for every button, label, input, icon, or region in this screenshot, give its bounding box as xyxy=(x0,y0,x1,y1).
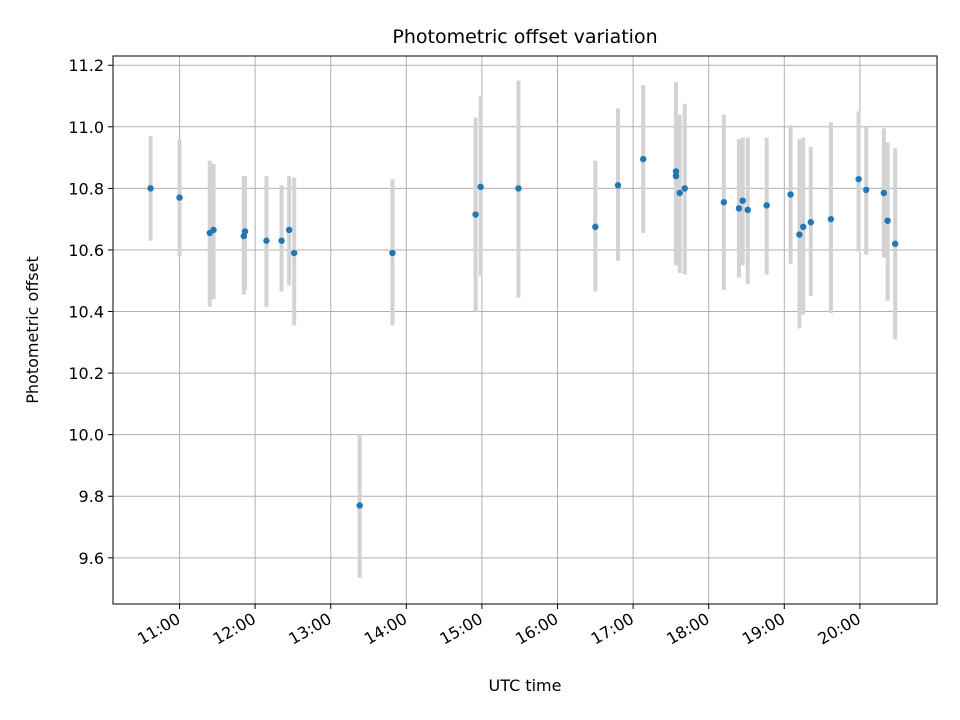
data-point xyxy=(290,249,298,257)
y-tick-label: 9.6 xyxy=(79,549,104,568)
grid xyxy=(113,56,937,604)
data-point xyxy=(763,202,770,209)
data-point xyxy=(515,185,522,192)
data-point xyxy=(735,205,743,212)
x-axis-label: UTC time xyxy=(489,676,562,695)
data-point xyxy=(477,183,484,191)
plot-frame xyxy=(112,55,938,605)
data-point xyxy=(807,219,814,226)
data-point xyxy=(147,185,154,192)
data-point xyxy=(285,226,293,234)
data-point xyxy=(592,223,599,231)
y-tick-label: 10.2 xyxy=(68,364,104,383)
y-tick-label: 11.0 xyxy=(68,118,104,137)
data-point xyxy=(672,172,680,180)
data-point xyxy=(676,189,683,197)
data-point xyxy=(672,168,680,175)
y-tick-label: 10.0 xyxy=(68,426,104,445)
data-point xyxy=(241,228,249,235)
data-point xyxy=(739,197,746,204)
data-point xyxy=(681,185,688,192)
data-point xyxy=(855,175,862,183)
data-point xyxy=(891,240,899,247)
y-axis-label: Photometric offset xyxy=(23,256,42,404)
data-point xyxy=(880,189,888,197)
data-point xyxy=(639,155,647,163)
data-point xyxy=(472,211,479,218)
y-tick-label: 10.8 xyxy=(68,179,104,198)
data-points xyxy=(147,155,899,509)
data-point xyxy=(827,215,835,223)
y-axis: 9.6 9.8 10.0 10.2 10.4 10.6 10.8 11.0 11.2 xyxy=(68,56,113,568)
data-point xyxy=(799,223,807,231)
data-point xyxy=(884,217,891,224)
data-point xyxy=(787,191,794,198)
y-tick-label: 11.2 xyxy=(68,56,104,75)
data-point xyxy=(389,249,396,257)
data-point xyxy=(744,206,751,214)
data-point xyxy=(356,502,363,509)
y-tick-label: 10.4 xyxy=(68,303,104,322)
data-point xyxy=(862,186,870,194)
data-point xyxy=(210,226,217,234)
y-tick-label: 10.6 xyxy=(68,241,104,260)
data-point xyxy=(278,237,285,244)
data-point xyxy=(614,182,622,189)
data-point xyxy=(176,194,183,201)
data-point xyxy=(263,237,270,244)
chart-title: Photometric offset variation xyxy=(392,26,657,48)
data-point xyxy=(720,199,728,206)
data-point xyxy=(796,231,803,238)
y-tick-label: 9.8 xyxy=(79,487,104,506)
